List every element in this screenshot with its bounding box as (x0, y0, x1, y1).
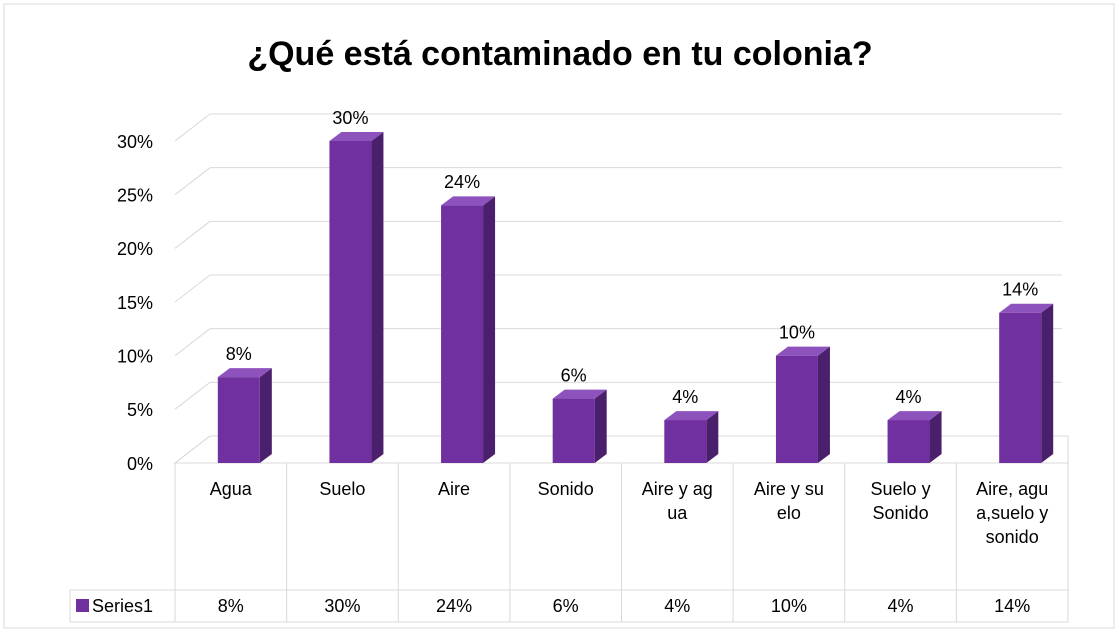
bar (329, 141, 372, 463)
side-grid-line (174, 220, 211, 249)
x-tick-label: Suelo (319, 479, 366, 499)
bar-side (259, 368, 272, 463)
bar-top (775, 346, 830, 356)
bar-top (887, 411, 942, 421)
bar-side (929, 411, 942, 463)
bar-side (1041, 303, 1054, 463)
x-tick-label: Sonido (537, 479, 594, 499)
x-tick-label: Agua (209, 479, 252, 499)
x-tick-label: Aire, agua,suelo y sonido (976, 479, 1049, 547)
y-tick-label: 15% (117, 293, 153, 313)
y-tick-label: 0% (127, 454, 153, 474)
x-tick-label: Aire (438, 479, 471, 499)
y-tick-label: 25% (117, 185, 153, 205)
side-grid-line (174, 328, 211, 357)
side-grid-line (174, 113, 211, 142)
data-label: 10% (779, 322, 815, 342)
y-tick-label: 30% (117, 132, 153, 152)
y-tick-label: 5% (127, 400, 153, 420)
x-tick-label: Aire y suelo (753, 479, 824, 523)
x-tick-label: Aire y agua (641, 479, 713, 523)
bar-top (664, 411, 719, 421)
bar-top (329, 132, 384, 141)
table-value: 6% (552, 596, 579, 616)
y-tick-label: 10% (117, 346, 153, 366)
bar-side (483, 196, 496, 463)
legend-swatch (76, 599, 89, 612)
side-grid-line (174, 274, 211, 303)
bar (775, 355, 818, 463)
x-tick-label: Suelo y Sonido (870, 479, 931, 523)
data-label: 4% (672, 387, 698, 407)
legend-label: Series1 (92, 596, 154, 616)
data-label: 4% (896, 387, 922, 407)
side-grid-line (174, 167, 211, 196)
bar (441, 205, 484, 463)
bar-side (706, 411, 719, 463)
table-value: 8% (217, 596, 244, 616)
chart-frame (3, 3, 1115, 629)
side-grid-line (174, 435, 211, 464)
table-value: 24% (436, 596, 473, 616)
bar-side (594, 389, 607, 463)
bar (217, 377, 260, 463)
bar-side (371, 132, 384, 463)
bar-top (552, 389, 607, 399)
table-value: 10% (770, 596, 807, 616)
bar (664, 420, 707, 463)
bar (887, 420, 930, 463)
data-label: 6% (561, 365, 587, 385)
bar (552, 398, 595, 463)
chart-title: ¿Qué está contaminado en tu colonia? (247, 35, 872, 73)
bar-side (817, 346, 830, 463)
bar-top (441, 196, 496, 206)
table-value: 30% (324, 596, 361, 616)
bar (999, 312, 1042, 463)
table-value: 4% (887, 596, 914, 616)
y-tick-label: 20% (117, 239, 153, 259)
bar-top (999, 303, 1054, 313)
data-label: 24% (444, 172, 480, 192)
table-value: 4% (664, 596, 691, 616)
data-label: 30% (332, 108, 368, 128)
side-grid-line (174, 381, 211, 410)
data-label: 14% (1002, 279, 1038, 299)
data-label: 8% (226, 344, 252, 364)
bar-top (217, 368, 272, 378)
table-value: 14% (994, 596, 1031, 616)
